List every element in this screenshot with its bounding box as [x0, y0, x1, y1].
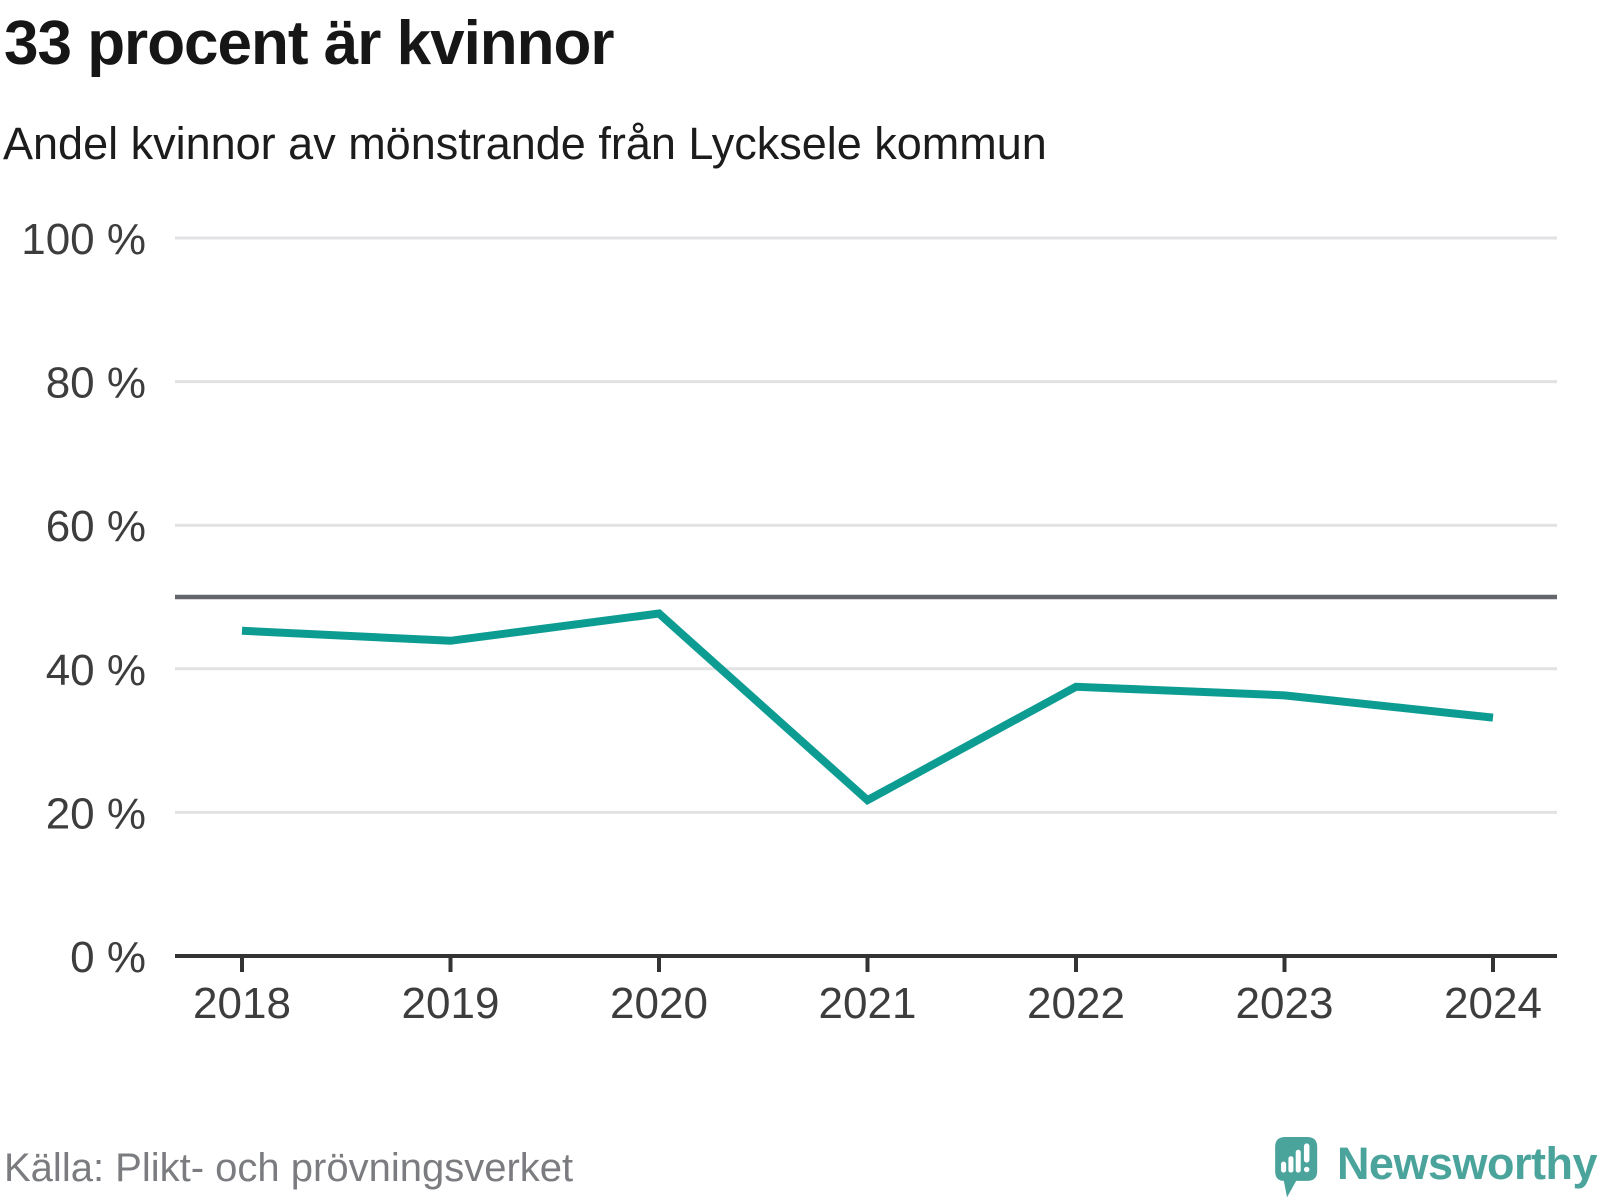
chart-title: 33 procent är kvinnor [4, 9, 615, 78]
y-tick-label: 80 % [46, 359, 146, 408]
x-tick-label: 2024 [1444, 979, 1542, 1028]
source-note: Källa: Plikt- och prövningsverket [4, 1146, 574, 1190]
x-tick-label: 2018 [193, 979, 291, 1028]
data-line [241, 609, 1494, 806]
y-tick-label: 100 % [21, 215, 146, 264]
y-tick-label: 0 % [70, 933, 146, 982]
x-tick-label: 2023 [1236, 979, 1334, 1028]
newsworthy-logo: Newsworthy [1275, 1133, 1598, 1201]
newsworthy-wordmark: Newsworthy [1336, 1138, 1598, 1189]
x-tick-label: 2019 [402, 979, 500, 1028]
x-tick-label: 2022 [1027, 979, 1125, 1028]
y-tick-label: 60 % [46, 502, 146, 551]
chart-subtitle: Andel kvinnor av mönstrande från Lycksel… [3, 118, 1047, 169]
y-tick-label: 40 % [46, 646, 146, 695]
x-tick-label: 2020 [610, 979, 708, 1028]
y-tick-label: 20 % [46, 789, 146, 838]
x-tick-label: 2021 [819, 979, 917, 1028]
newsworthy-logo-icon [1275, 1137, 1318, 1198]
